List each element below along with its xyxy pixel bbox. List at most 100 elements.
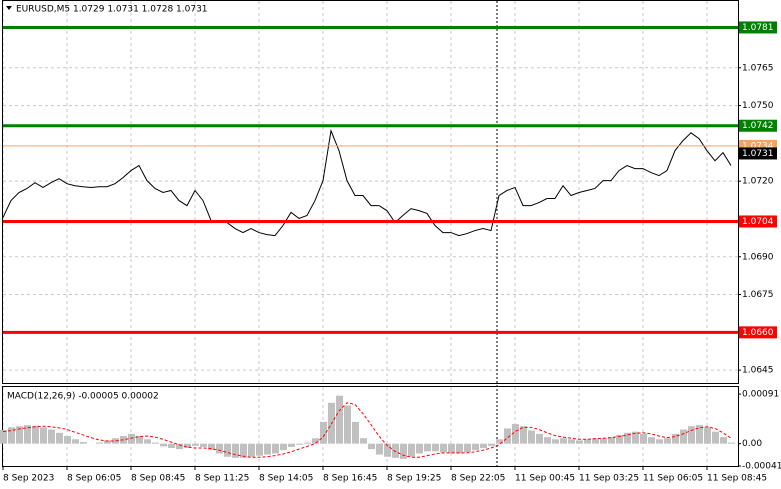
y-tick-label: 1.0720 [742,177,774,187]
x-tick-label: 11 Sep 08:45 [707,474,767,484]
macd-bar [168,443,175,449]
x-tick-label: 8 Sep 08:45 [131,474,185,484]
macd-bar [48,429,55,444]
macd-bar [312,438,319,444]
macd-bar [456,443,463,454]
macd-bar [352,421,359,444]
level-label-box [739,326,777,339]
y-tick-label: 1.0765 [742,63,774,73]
level-label: 1.0734 [742,141,774,151]
level-label: 1.0781 [742,23,774,33]
macd-bar [24,425,31,444]
macd-bar [448,443,455,454]
macd-bar [680,429,687,444]
x-tick-label: 8 Sep 11:25 [195,474,249,484]
macd-bar [128,433,135,444]
macd-bar [336,395,343,444]
macd-bar [96,442,103,444]
level-label-box [739,21,777,34]
macd-bar [200,443,207,447]
level-label-box [739,147,777,160]
macd-bar [224,443,231,457]
macd-bar [72,439,79,444]
macd-bar [400,443,407,459]
chart-title: EURUSD,M5 1.0729 1.0731 1.0728 1.0731 [16,5,208,15]
y-tick-label: 0.00 [742,439,762,449]
macd-bar [144,439,151,444]
macd-bar [152,442,159,444]
macd-bar [104,440,111,444]
macd-bar [536,433,543,444]
macd-bar [368,443,375,450]
y-tick-label: 0.00091 [742,390,779,400]
macd-bar [16,426,23,444]
macd-bar [544,437,551,444]
macd-bar [32,425,39,444]
x-tick-label: 8 Sep 2023 [3,474,54,484]
macd-bar [520,426,527,444]
macd-frame [2,386,739,467]
macd-bar [528,430,535,444]
macd-bar [664,438,671,444]
macd-bar [472,443,479,451]
macd-bar [360,438,367,444]
y-tick-label: -0.00041 [742,462,781,472]
level-label-box [739,119,777,132]
macd-bar [568,439,575,444]
macd-bar [40,427,47,444]
macd-bar [80,442,87,444]
y-tick-label: 1.0690 [742,252,774,262]
macd-bar [424,443,431,452]
macd-bar [304,442,311,444]
macd-bar [704,427,711,444]
macd-bar [600,438,607,444]
macd-bar [512,424,519,444]
macd-bar [576,440,583,444]
macd-bar [8,427,15,444]
macd-bar [192,443,199,446]
macd-bar [376,443,383,455]
x-tick-label: 8 Sep 19:25 [387,474,441,484]
macd-bar [208,443,215,451]
macd-bar [392,443,399,458]
y-tick-label: 1.0645 [742,366,774,376]
macd-bar [176,443,183,450]
macd-bar [0,430,7,444]
x-tick-label: 11 Sep 00:45 [515,474,575,484]
macd-bar [728,442,735,444]
main-frame [2,0,739,384]
macd-bar [416,443,423,454]
level-label: 1.0731 [742,149,774,159]
macd-bar [672,433,679,444]
macd-bar [112,438,119,444]
macd-bar [184,443,191,449]
price-line [2,128,732,237]
macd-bar [264,443,271,455]
macd-bar [56,432,63,444]
level-label-box [739,215,777,228]
macd-bar [632,431,639,444]
macd-bar [496,439,503,444]
macd-bar [296,443,303,445]
macd-bar [696,425,703,444]
macd-bar [256,443,263,456]
macd-bar [584,439,591,444]
macd-bar [624,432,631,444]
x-tick-label: 11 Sep 06:05 [643,474,703,484]
x-tick-label: 8 Sep 22:05 [451,474,505,484]
macd-bar [384,443,391,457]
macd-bar [720,437,727,444]
macd-bar [232,443,239,458]
macd-bar [480,443,487,449]
macd-bar [640,433,647,444]
macd-bar [656,439,663,444]
x-tick-label: 8 Sep 14:05 [259,474,313,484]
signal-line [2,402,732,458]
x-tick-label: 11 Sep 03:25 [579,474,639,484]
macd-bar [592,438,599,444]
symbol-menu [6,6,12,10]
macd-bar [280,443,287,451]
macd-bar [432,443,439,452]
